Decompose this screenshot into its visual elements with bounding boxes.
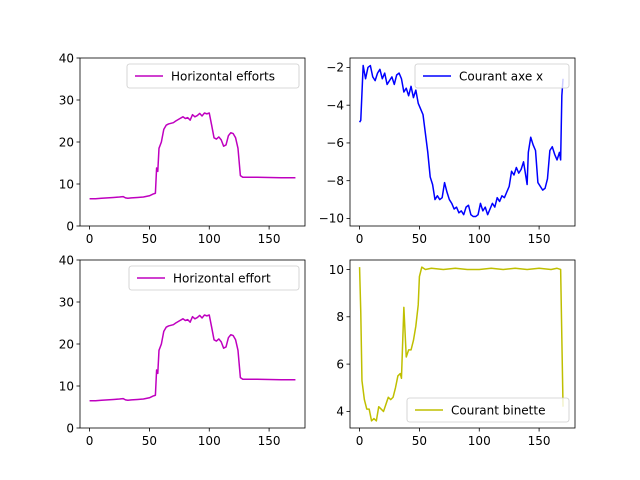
x-tick-label: 100 <box>198 232 221 246</box>
series-line <box>89 314 296 402</box>
subplot-top-left: 0 50 100 150 0 10 20 30 40 Horizontal efforts <box>59 51 306 246</box>
x-tick-label: 0 <box>86 434 94 448</box>
series-line <box>358 266 564 422</box>
x-tick-label: 50 <box>412 232 427 246</box>
y-tick-label: 4 <box>336 405 344 419</box>
x-tick-label: 100 <box>198 434 221 448</box>
legend-label: Courant binette <box>451 403 545 417</box>
axes-frame <box>349 259 576 429</box>
y-tick-label: 10 <box>59 379 74 393</box>
x-tick-label: 150 <box>258 434 281 448</box>
y-tick-label: 10 <box>59 177 74 191</box>
y-tick-label: 30 <box>59 295 74 309</box>
legend: Horizontal effort <box>128 265 300 291</box>
x-tick-label: 100 <box>468 434 491 448</box>
x-tick-label: 50 <box>142 232 157 246</box>
x-tick-label: 150 <box>528 434 551 448</box>
y-tick-label: 20 <box>59 135 74 149</box>
series-line <box>358 64 564 218</box>
y-tick-label: −4 <box>326 98 344 112</box>
x-tick-label: 150 <box>528 232 551 246</box>
legend-box <box>126 63 300 89</box>
x-tick-label: 0 <box>356 434 364 448</box>
x-tick-label: 50 <box>142 434 157 448</box>
y-tick-label: 0 <box>66 421 74 435</box>
subplot-bottom-left: 0 50 100 150 0 10 20 30 40 Horizontal effort <box>59 253 306 448</box>
y-tick-label: −6 <box>326 136 344 150</box>
y-tick-label: 0 <box>66 219 74 233</box>
subplot-bottom-right: 0 50 100 150 4 6 8 10 Courant binette <box>329 259 576 448</box>
legend: Courant axe x <box>414 63 570 89</box>
x-tick-label: 150 <box>258 232 281 246</box>
x-tick-label: 50 <box>412 434 427 448</box>
y-tick-label: −8 <box>326 174 344 188</box>
y-tick-label: 20 <box>59 337 74 351</box>
legend: Courant binette <box>406 397 570 423</box>
legend-box <box>414 63 570 89</box>
axes-frame <box>349 57 576 227</box>
series-line <box>89 112 296 200</box>
y-tick-label: 40 <box>59 253 74 267</box>
y-tick-label: 8 <box>336 310 344 324</box>
y-tick-label: −10 <box>319 212 344 226</box>
legend-label: Horizontal efforts <box>171 69 275 83</box>
legend-box <box>128 265 300 291</box>
x-tick-label: 0 <box>86 232 94 246</box>
x-tick-label: 100 <box>468 232 491 246</box>
legend-box <box>406 397 570 423</box>
subplot-top-right: 0 50 100 150 −10 −8 −6 −4 −2 Courant axe x <box>319 57 576 246</box>
y-tick-label: 10 <box>329 263 344 277</box>
x-tick-label: 0 <box>356 232 364 246</box>
y-tick-label: 6 <box>336 357 344 371</box>
legend-label: Horizontal effort <box>173 271 271 285</box>
legend-label: Courant axe x <box>459 69 543 83</box>
y-tick-label: 30 <box>59 93 74 107</box>
legend: Horizontal efforts <box>126 63 300 89</box>
y-tick-label: 40 <box>59 51 74 65</box>
y-tick-label: −2 <box>326 61 344 75</box>
